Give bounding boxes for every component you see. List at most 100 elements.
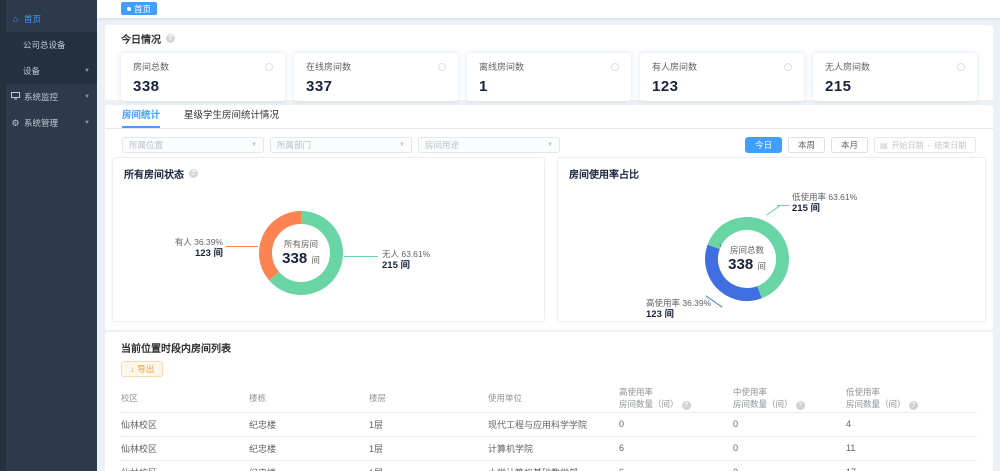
info-icon[interactable]: ? xyxy=(189,169,198,178)
stats-tabs: 房间统计 星级学生房间统计情况 xyxy=(105,105,993,129)
stat-label: 无人房间数 xyxy=(825,62,871,72)
stat-label: 在线房间数 xyxy=(306,62,352,72)
room-status-chart-card: 所有房间状态 ? 所有房间 338 间 有人 36.39% 123 间 xyxy=(112,157,545,322)
tab-room-stats[interactable]: 房间统计 xyxy=(122,105,161,128)
department-select[interactable]: 所属部门 ▼ xyxy=(270,137,412,153)
end-date-placeholder: 结束日期 xyxy=(934,140,967,150)
donut-center: 房间总数 338 间 xyxy=(728,245,766,273)
stat-label: 房间总数 xyxy=(133,62,170,72)
info-icon xyxy=(438,62,446,71)
chevron-down-icon: ▼ xyxy=(251,142,257,148)
occupied-slice-label: 有人 36.39% 123 间 xyxy=(174,237,223,259)
chevron-down-icon: ▼ xyxy=(84,68,90,74)
stat-value: 337 xyxy=(306,78,333,95)
room-usage-donut-chart[interactable] xyxy=(695,207,799,311)
date-range-picker[interactable]: ▤ 开始日期 - 结束日期 xyxy=(874,137,976,153)
tags-bar: 首页 xyxy=(97,0,1000,18)
col-using-unit: 使用单位 xyxy=(488,392,523,403)
stat-value: 215 xyxy=(825,78,852,95)
sidebar-item-label: 公司总设备 xyxy=(23,40,66,50)
col-low-usage: 低使用率 xyxy=(846,386,881,397)
select-placeholder: 所属位置 xyxy=(129,140,164,150)
col-campus: 校区 xyxy=(121,392,139,403)
table-row: 仙林校区 纪忠楼 1层 计算机学院 6 0 11 xyxy=(121,436,977,461)
stat-card-online-rooms: 在线房间数 337 xyxy=(294,53,458,101)
chart-title: 房间使用率占比 xyxy=(569,170,639,181)
sidebar-item-label: 系统管理 xyxy=(24,118,59,128)
sidebar-item-label: 设备 xyxy=(23,66,41,76)
room-usage-chart-card: 房间使用率占比 房间总数 338 间 低使用率 63.61% 215 间 xyxy=(557,157,986,322)
stat-value: 338 xyxy=(133,78,160,95)
tag-home[interactable]: 首页 xyxy=(121,2,158,15)
chevron-down-icon: ▼ xyxy=(399,142,405,148)
stat-card-offline-rooms: 离线房间数 1 xyxy=(467,53,631,101)
low-usage-slice-label: 低使用率 63.61% 215 间 xyxy=(792,192,858,214)
stat-card-total-rooms: 房间总数 338 xyxy=(121,53,285,101)
stat-value: 1 xyxy=(479,78,488,95)
table-row: 仙林校区 纪忠楼 1层 现代工程与应用科学学院 0 0 4 xyxy=(121,412,977,437)
export-button[interactable]: ↓ 导出 xyxy=(121,361,164,377)
help-icon[interactable]: ? xyxy=(681,400,691,410)
col-high-usage: 高使用率 xyxy=(619,386,654,397)
sidebar-item-company-devices[interactable]: 公司总设备 xyxy=(0,32,97,58)
room-status-donut-chart[interactable] xyxy=(249,201,353,305)
filter-row: 所属位置 ▼ 所属部门 ▼ 房间用途 ▼ 今日 本周 本月 ▤ xyxy=(105,137,993,153)
leader-line xyxy=(226,246,258,247)
calendar-icon: ▤ xyxy=(880,140,888,150)
stats-panel: 房间统计 星级学生房间统计情况 所属位置 ▼ 所属部门 ▼ 房间用途 ▼ 今日 xyxy=(105,105,993,330)
month-range-button[interactable]: 本月 xyxy=(830,137,868,153)
chevron-down-icon: ▼ xyxy=(547,142,553,148)
gear-icon: ⚙ xyxy=(11,117,20,128)
today-title: 今日情况 xyxy=(121,35,161,46)
sidebar-item-home[interactable]: ⌂ 首页 xyxy=(0,6,97,32)
room-list-table: 校区 楼栋 楼层 使用单位 高使用率 房间数量（间）? 中使用率 房间数量（间）… xyxy=(121,384,977,471)
room-list-panel: 当前位置时段内房间列表 ↓ 导出 校区 楼栋 楼层 使用单位 xyxy=(105,332,993,471)
sidebar-item-devices[interactable]: 设备 ▼ xyxy=(0,58,97,84)
range-buttons: 今日 本周 本月 ▤ 开始日期 - 结束日期 xyxy=(744,137,976,153)
room-usage-select[interactable]: 房间用途 ▼ xyxy=(418,137,560,153)
today-range-button[interactable]: 今日 xyxy=(744,137,782,153)
stat-card-occupied-rooms: 有人房间数 123 xyxy=(640,53,804,101)
date-separator: - xyxy=(927,140,931,150)
col-building: 楼栋 xyxy=(249,392,267,403)
help-icon[interactable]: ? xyxy=(795,400,805,410)
sidebar-item-label: 首页 xyxy=(24,14,42,24)
start-date-placeholder: 开始日期 xyxy=(891,140,924,150)
monitor-icon xyxy=(9,92,22,102)
main-content: 今日情况 ? 房间总数 338 在线房间数 337 xyxy=(97,18,1000,471)
home-icon: ⌂ xyxy=(12,14,19,24)
tag-label: 首页 xyxy=(134,3,152,14)
info-icon xyxy=(784,62,792,71)
sidebar-item-label: 系统监控 xyxy=(24,92,59,102)
stat-value: 123 xyxy=(652,78,679,95)
leader-line xyxy=(777,205,789,206)
select-placeholder: 所属部门 xyxy=(277,140,312,150)
help-icon[interactable]: ? xyxy=(908,400,918,410)
sidebar-item-system-admin[interactable]: ⚙ 系统管理 ▼ xyxy=(0,110,97,136)
donut-center: 所有房间 338 间 xyxy=(282,239,320,267)
col-floor: 楼层 xyxy=(369,392,387,403)
stat-card-vacant-rooms: 无人房间数 215 xyxy=(813,53,977,101)
stat-label: 有人房间数 xyxy=(652,62,698,72)
info-icon xyxy=(611,62,619,71)
location-select[interactable]: 所属位置 ▼ xyxy=(122,137,264,153)
week-range-button[interactable]: 本周 xyxy=(787,137,825,153)
active-tag-dot-icon xyxy=(127,6,131,11)
stat-label: 离线房间数 xyxy=(479,62,525,72)
download-icon: ↓ xyxy=(130,364,135,374)
sidebar: ⌂ 首页 公司总设备 设备 ▼ 系统监控 ▼ ⚙ 系统管理 ▼ xyxy=(0,0,97,471)
leader-line xyxy=(344,256,378,257)
table-row: 仙林校区 纪忠楼 1层 大学计算机基础教学部 6 0 17 xyxy=(121,460,977,471)
high-usage-slice-label: 高使用率 36.39% 123 间 xyxy=(646,298,712,320)
tab-star-student-room-stats[interactable]: 星级学生房间统计情况 xyxy=(184,110,280,121)
vacant-slice-label: 无人 63.61% 215 间 xyxy=(382,249,431,271)
info-icon xyxy=(957,62,965,71)
info-icon[interactable]: ? xyxy=(166,34,175,43)
select-placeholder: 房间用途 xyxy=(425,140,460,150)
room-list-title: 当前位置时段内房间列表 xyxy=(121,344,231,355)
today-panel: 今日情况 ? 房间总数 338 在线房间数 337 xyxy=(105,25,993,101)
chevron-down-icon: ▼ xyxy=(84,120,90,126)
chevron-down-icon: ▼ xyxy=(84,94,90,100)
sidebar-item-system-monitor[interactable]: 系统监控 ▼ xyxy=(0,84,97,110)
